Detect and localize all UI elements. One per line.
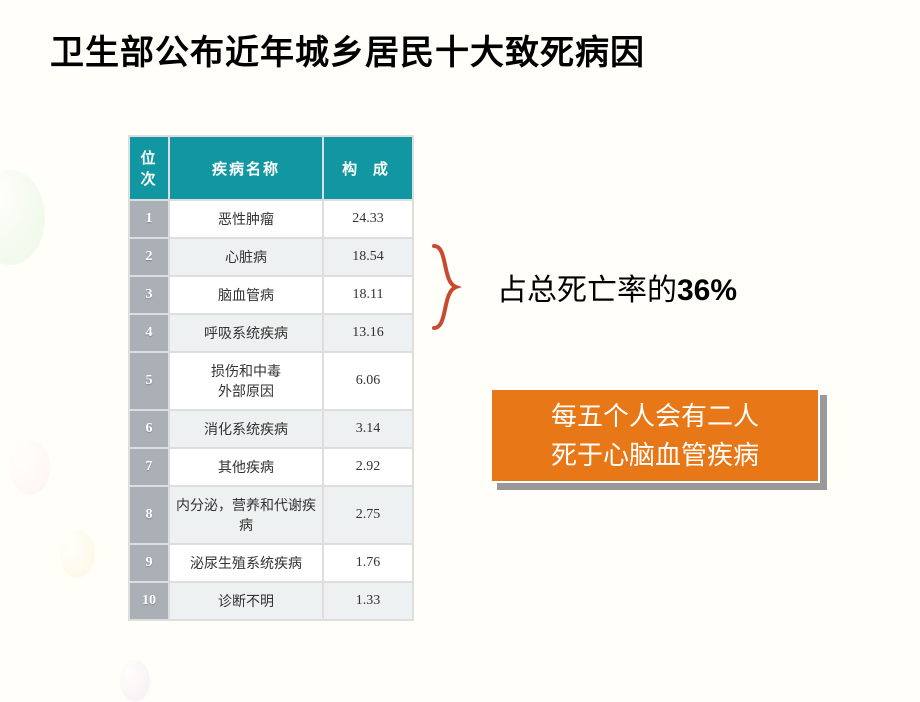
table-row: 10诊断不明1.33 [130, 583, 412, 619]
table-row: 4呼吸系统疾病13.16 [130, 315, 412, 351]
rank-cell: 10 [130, 583, 168, 619]
col-header-value: 构 成 [324, 137, 412, 199]
percent-annotation: 占总死亡率的36% [497, 265, 737, 309]
value-cell: 1.33 [324, 583, 412, 619]
table-row: 3脑血管病18.11 [130, 277, 412, 313]
name-cell: 脑血管病 [170, 277, 322, 313]
rank-cell: 4 [130, 315, 168, 351]
decorative-balloon [120, 660, 150, 702]
value-cell: 18.54 [324, 239, 412, 275]
rank-cell: 1 [130, 201, 168, 237]
col-header-name: 疾病名称 [170, 137, 322, 199]
percent-prefix: 占总死亡率的 [497, 274, 677, 307]
table-row: 1恶性肿瘤24.33 [130, 201, 412, 237]
name-cell: 诊断不明 [170, 583, 322, 619]
name-cell: 其他疾病 [170, 449, 322, 485]
callout-box: 每五个人会有二人 死于心脑血管疾病 [490, 388, 820, 483]
rank-cell: 2 [130, 239, 168, 275]
callout-line2: 死于心脑血管疾病 [492, 436, 818, 475]
rank-cell: 8 [130, 487, 168, 543]
value-cell: 13.16 [324, 315, 412, 351]
rank-cell: 9 [130, 545, 168, 581]
value-cell: 2.75 [324, 487, 412, 543]
table-row: 8内分泌，营养和代谢疾病2.75 [130, 487, 412, 543]
value-cell: 6.06 [324, 353, 412, 409]
brace-icon [428, 242, 470, 332]
table-row: 7其他疾病2.92 [130, 449, 412, 485]
name-cell: 损伤和中毒外部原因 [170, 353, 322, 409]
table-row: 9泌尿生殖系统疾病1.76 [130, 545, 412, 581]
rank-cell: 7 [130, 449, 168, 485]
rank-cell: 6 [130, 411, 168, 447]
decorative-balloon [10, 440, 50, 495]
name-cell: 内分泌，营养和代谢疾病 [170, 487, 322, 543]
decorative-balloon [0, 170, 45, 265]
percent-value: 36% [677, 274, 737, 307]
name-cell: 消化系统疾病 [170, 411, 322, 447]
value-cell: 24.33 [324, 201, 412, 237]
rank-cell: 3 [130, 277, 168, 313]
value-cell: 3.14 [324, 411, 412, 447]
value-cell: 2.92 [324, 449, 412, 485]
value-cell: 18.11 [324, 277, 412, 313]
table-row: 2心脏病18.54 [130, 239, 412, 275]
table-row: 5损伤和中毒外部原因6.06 [130, 353, 412, 409]
rank-cell: 5 [130, 353, 168, 409]
causes-table: 位次 疾病名称 构 成 1恶性肿瘤24.332心脏病18.543脑血管病18.1… [128, 135, 414, 621]
name-cell: 恶性肿瘤 [170, 201, 322, 237]
name-cell: 泌尿生殖系统疾病 [170, 545, 322, 581]
col-header-rank: 位次 [130, 137, 168, 199]
callout-line1: 每五个人会有二人 [492, 397, 818, 436]
name-cell: 心脏病 [170, 239, 322, 275]
slide-title: 卫生部公布近年城乡居民十大致死病因 [50, 25, 645, 74]
decorative-balloon [60, 530, 95, 578]
name-cell: 呼吸系统疾病 [170, 315, 322, 351]
value-cell: 1.76 [324, 545, 412, 581]
table-row: 6消化系统疾病3.14 [130, 411, 412, 447]
